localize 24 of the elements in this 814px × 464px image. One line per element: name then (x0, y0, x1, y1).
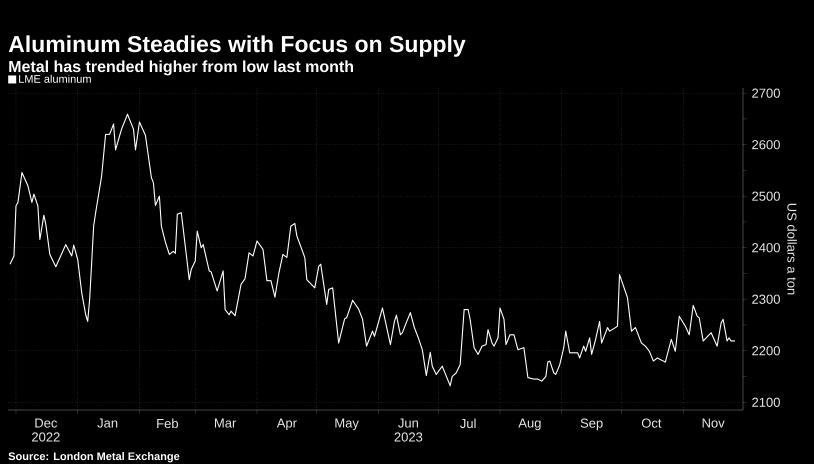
x-tick-label: Mar (214, 418, 236, 428)
x-tick-label: Apr (276, 418, 297, 430)
chart-title: Aluminum Steadies with Focus on Supply (8, 35, 466, 57)
source-note: Source: London Metal Exchange (8, 452, 180, 462)
y-tick-label: 2500 (752, 192, 780, 201)
x-tick-label: Oct (642, 418, 662, 428)
x-tick-label: Jul (460, 418, 476, 428)
x-tick-label: Sep (580, 418, 603, 430)
y-tick-label: 2400 (752, 243, 780, 252)
legend-label: LME aluminum (19, 74, 91, 83)
x-tick-label: Nov (702, 418, 725, 428)
x-tick-label: Aug (518, 418, 541, 430)
x-tick-label: Feb (157, 418, 178, 428)
chart-subtitle: Metal has trended higher from low last month (9, 60, 354, 76)
x-tick-label: Jan (97, 418, 118, 428)
y-tick-label: 2300 (752, 294, 780, 304)
x-tick-label: Dec 2022 (32, 418, 60, 442)
y-tick-label: 2700 (752, 88, 780, 98)
x-tick-label: Jun 2023 (394, 418, 422, 442)
x-tick-label: May (335, 418, 359, 430)
y-tick-label: 2200 (752, 346, 780, 356)
y-axis-title: US dollars a ton (787, 204, 797, 294)
y-tick-label: 2600 (752, 140, 780, 150)
y-tick-label: 2100 (752, 398, 780, 407)
